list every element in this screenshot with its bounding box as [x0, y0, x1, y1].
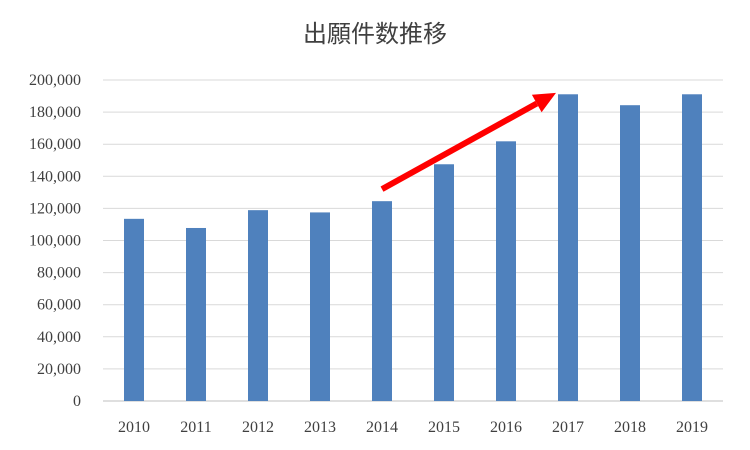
- y-tick-label: 140,000: [29, 168, 81, 185]
- y-tick-label: 20,000: [37, 361, 81, 378]
- bar-2013: [310, 212, 330, 401]
- y-axis: 0 20,000 40,000 60,000 80,000 100,000 120,000 1…: [29, 72, 81, 410]
- bar-2016: [496, 141, 516, 401]
- chart-title: 出願件数推移: [303, 20, 447, 48]
- bar-2017: [558, 94, 578, 402]
- y-tick-label: 80,000: [37, 265, 81, 282]
- y-tick-label: 0: [73, 393, 81, 410]
- y-tick-label: 200,000: [29, 72, 81, 89]
- y-tick-label: 60,000: [37, 297, 81, 314]
- x-tick-label: 2018: [614, 419, 646, 436]
- x-axis: 2010 2011 2012 2013 2014 2015 2016 2017 2018 2019: [118, 419, 708, 436]
- y-tick-label: 160,000: [29, 136, 81, 153]
- x-tick-label: 2011: [180, 419, 211, 436]
- y-tick-label: 120,000: [29, 200, 81, 217]
- x-tick-label: 2015: [428, 419, 460, 436]
- trend-arrow-shaft: [380, 100, 539, 192]
- x-tick-label: 2012: [242, 419, 274, 436]
- y-tick-label: 100,000: [29, 233, 81, 250]
- x-tick-label: 2010: [118, 419, 150, 436]
- bar-2014: [372, 201, 392, 401]
- bar-2011: [186, 227, 206, 401]
- y-tick-label: 40,000: [37, 329, 81, 346]
- x-tick-label: 2016: [490, 419, 522, 436]
- x-tick-label: 2019: [676, 419, 708, 436]
- bars: [124, 94, 702, 402]
- trend-arrow-head: [531, 92, 556, 113]
- x-tick-label: 2013: [304, 419, 336, 436]
- bar-2010: [124, 218, 144, 401]
- y-tick-label: 180,000: [29, 104, 81, 121]
- gridlines: [103, 79, 723, 402]
- bar-2015: [434, 164, 454, 401]
- x-tick-label: 2014: [366, 419, 398, 436]
- bar-2019: [682, 94, 702, 402]
- bar-2018: [620, 105, 640, 402]
- annotations: [380, 92, 556, 192]
- x-tick-label: 2017: [552, 419, 584, 436]
- bar-2012: [248, 210, 268, 401]
